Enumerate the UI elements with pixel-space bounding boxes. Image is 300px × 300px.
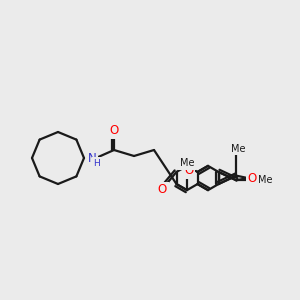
Text: O: O (158, 183, 167, 196)
Text: Me: Me (180, 158, 194, 168)
Text: O: O (248, 172, 257, 184)
Text: N: N (88, 152, 96, 164)
Text: H: H (94, 158, 100, 167)
Text: Me: Me (258, 175, 273, 185)
Text: O: O (184, 164, 194, 177)
Text: O: O (110, 124, 118, 137)
Text: Me: Me (231, 144, 246, 154)
